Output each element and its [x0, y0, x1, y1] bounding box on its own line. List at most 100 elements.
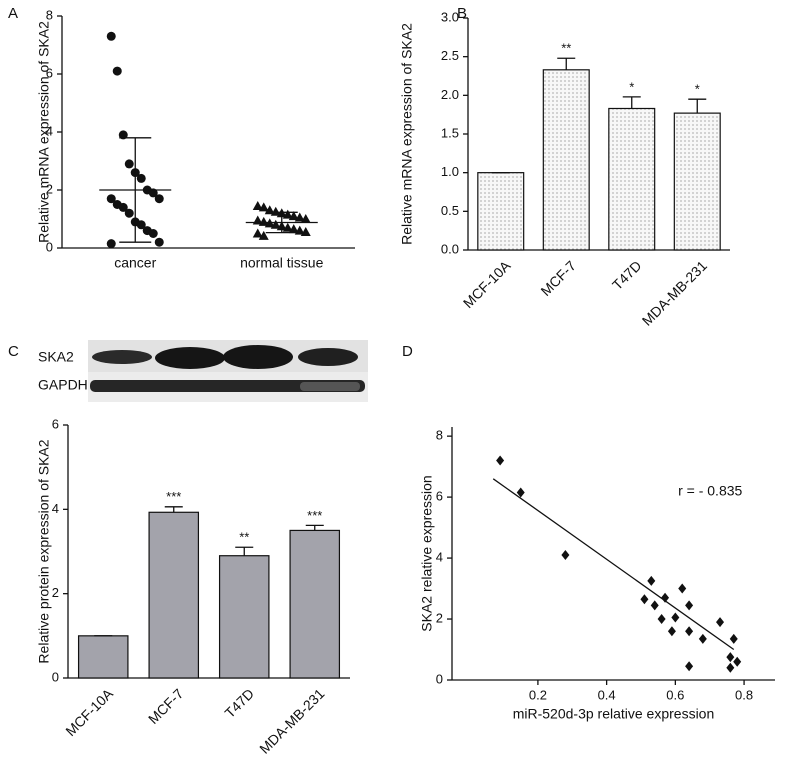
significance-label: * [695, 82, 700, 97]
blot-label: GAPDH [38, 377, 88, 393]
y-tick-label: 0 [436, 671, 443, 686]
point [300, 214, 311, 223]
point [270, 219, 281, 229]
bar [289, 529, 341, 679]
x-tick-label: MCF-10A [460, 257, 514, 311]
point [516, 487, 525, 498]
sd-whisker [119, 137, 152, 243]
point [288, 224, 299, 234]
x-tick-label: T47D [609, 257, 645, 293]
error-bar [557, 57, 576, 70]
point [258, 230, 269, 240]
point [258, 216, 269, 226]
x-tick-label: 0.8 [735, 687, 753, 702]
y-tick-label: 1.0 [441, 164, 459, 179]
panel-letter: D [402, 343, 413, 360]
regression-line [492, 478, 735, 651]
y-tick-label: 4 [46, 123, 53, 138]
point [136, 173, 146, 183]
point [667, 626, 676, 637]
panel-letter: C [8, 343, 19, 360]
error-bar [622, 96, 641, 109]
x-tick-label: 0.2 [529, 687, 547, 702]
point [118, 130, 128, 140]
point [124, 208, 134, 218]
bar [148, 511, 200, 679]
point [252, 228, 263, 238]
point [282, 209, 293, 219]
y-tick-label: 6 [52, 416, 59, 431]
point [685, 661, 694, 672]
y-tick-label: 3.0 [441, 9, 459, 24]
point [726, 652, 735, 663]
error-bar [305, 524, 324, 531]
x-tick-label: cancer [114, 255, 156, 271]
y-tick-label: 8 [46, 7, 53, 22]
point [154, 237, 164, 247]
x-tick-label: MDA-MB-231 [256, 685, 327, 756]
x-tick-label: MCF-7 [537, 257, 579, 299]
y-tick-label: 4 [436, 550, 443, 565]
y-tick-label: 2.5 [441, 48, 459, 63]
bar [608, 107, 656, 251]
bar [673, 112, 721, 251]
point [136, 220, 146, 230]
bar [542, 69, 590, 251]
y-tick-label: 1.5 [441, 125, 459, 140]
error-bar [688, 98, 707, 114]
x-tick-label: normal tissue [240, 255, 323, 271]
error-bar [235, 546, 254, 556]
point [288, 211, 299, 221]
point [657, 614, 666, 625]
error-bar [164, 506, 183, 513]
y-tick-label: 2 [52, 585, 59, 600]
point [685, 626, 694, 637]
x-axis-label: miR-520d-3p relative expression [513, 706, 715, 722]
x-tick-label: 0.6 [666, 687, 684, 702]
x-tick-label: MCF-10A [62, 685, 116, 739]
y-axis-label: SKA2 relative expression [419, 475, 435, 631]
point [726, 662, 735, 673]
point [733, 656, 742, 667]
point [647, 575, 656, 586]
significance-label: ** [561, 41, 571, 56]
point [154, 194, 164, 204]
western-blot [88, 340, 368, 402]
y-tick-label: 6 [46, 65, 53, 80]
point [112, 66, 122, 76]
point [685, 600, 694, 611]
point [661, 592, 670, 603]
significance-label: *** [166, 489, 181, 504]
bar [477, 172, 525, 251]
sd-whisker [265, 211, 298, 234]
point [282, 222, 293, 232]
point [106, 239, 116, 249]
y-tick-label: 6 [436, 489, 443, 504]
y-axis-label: Relative mRNA expression of SKA2 [399, 23, 415, 245]
y-axis-label: Relative mRNA expression of SKA2 [36, 21, 52, 243]
y-axis-label: Relative protein expression of SKA2 [36, 439, 52, 663]
y-tick-label: 0.0 [441, 241, 459, 256]
significance-label: * [629, 79, 634, 94]
point [300, 227, 311, 237]
significance-label: ** [239, 530, 249, 545]
point [106, 31, 116, 41]
point [496, 455, 505, 466]
annotation: r = - 0.835 [678, 483, 742, 499]
point [716, 617, 725, 628]
point [729, 633, 738, 644]
point [258, 202, 269, 212]
point [106, 194, 116, 204]
point [118, 202, 128, 212]
panel-letter: A [8, 5, 18, 22]
y-tick-label: 0 [52, 669, 59, 684]
point [294, 212, 305, 222]
point [671, 612, 680, 623]
y-tick-label: 2.0 [441, 87, 459, 102]
point [650, 600, 659, 611]
panel-letter: B [457, 5, 467, 22]
x-tick-label: T47D [221, 685, 257, 721]
x-tick-label: MDA-MB-231 [639, 257, 710, 328]
blot-label: SKA2 [38, 349, 74, 365]
